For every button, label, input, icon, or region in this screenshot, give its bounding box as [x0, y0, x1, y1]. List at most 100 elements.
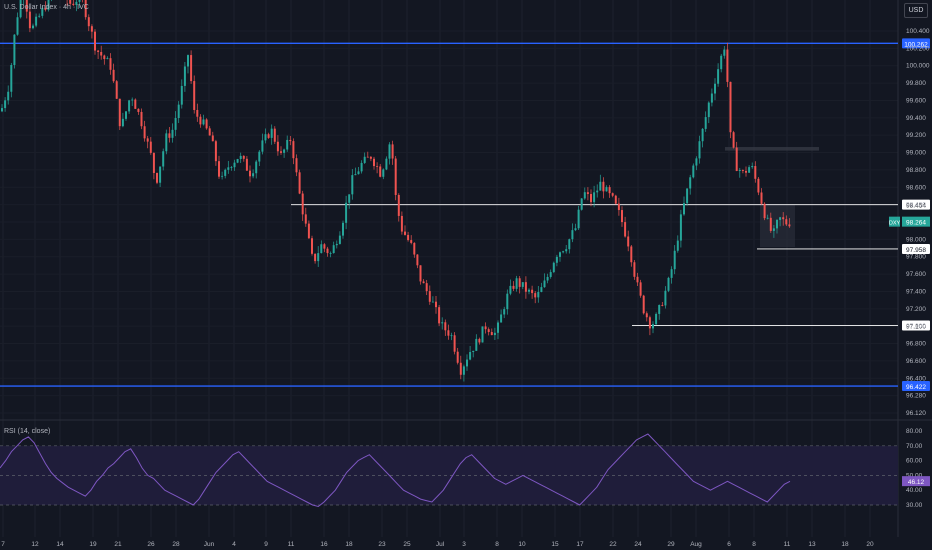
candle-body [286, 139, 289, 150]
time-tick: 28 [172, 541, 180, 548]
time-tick: 21 [114, 541, 122, 548]
candle-body [664, 290, 667, 306]
candle-body [571, 230, 574, 240]
candle-body [562, 251, 565, 253]
candle-body [90, 26, 93, 32]
candle-body [524, 282, 527, 292]
level-tag [902, 243, 930, 254]
candle-body [264, 134, 267, 141]
symbol-label: DXY [889, 221, 901, 227]
level-label: 98.454 [906, 203, 926, 210]
time-tick: Aug [690, 541, 702, 548]
candle-body [704, 117, 707, 129]
candle-body [118, 98, 121, 127]
time-axis: 7 12 14 19 21 26 28 Jun 4 9 11 16 18 23 25 Jul 3 8 10 15 17 2… [1, 541, 874, 548]
last-price-label: 98.264 [906, 220, 926, 227]
candle-body [416, 254, 419, 266]
candle-body [196, 109, 199, 117]
candle-body [10, 64, 13, 92]
rsi-title: RSI (14, close) [4, 428, 51, 435]
price-tick: 98.400 [906, 202, 926, 209]
candle-body [180, 85, 183, 105]
candle-body [754, 166, 757, 179]
candle-body [320, 244, 323, 254]
candle-body [596, 190, 599, 193]
candle-body [624, 222, 627, 237]
candle-body [261, 140, 264, 152]
time-tick: 25 [403, 541, 411, 548]
candle-body [407, 234, 410, 241]
candle-body [552, 262, 555, 273]
candle-body [639, 282, 642, 296]
candle-body [168, 133, 171, 138]
candle-body [785, 219, 788, 225]
candle-body [379, 166, 382, 177]
candle-body [490, 332, 493, 336]
candle-body [621, 210, 623, 223]
time-tick: 14 [56, 541, 64, 548]
candle-body [360, 162, 363, 172]
candle-body [245, 158, 248, 171]
candle-body [413, 242, 416, 255]
candle-body [655, 313, 658, 325]
candle-body [543, 280, 546, 288]
candle-body [642, 295, 645, 314]
candle-body [735, 147, 738, 171]
candle-body [497, 322, 499, 333]
price-tick: 97.600 [906, 271, 926, 278]
candle-body [134, 99, 137, 109]
candle-body [608, 187, 611, 194]
candle-body [518, 278, 521, 287]
candle-body [583, 192, 586, 199]
candle-body [782, 217, 785, 220]
price-tick: 97.200 [906, 306, 926, 313]
price-tick: 96.800 [906, 341, 926, 348]
candle-body [239, 155, 242, 160]
candle-body [472, 350, 475, 353]
candle-body [348, 194, 351, 203]
level-label: 97.100 [906, 324, 926, 331]
candle-body [242, 155, 245, 159]
rsi-tick: 70.00 [906, 443, 923, 450]
time-tick: 11 [288, 541, 295, 548]
candle-body [512, 285, 515, 289]
candle-body [481, 326, 484, 343]
candle-body [500, 314, 503, 323]
time-tick: 26 [147, 541, 155, 548]
time-tick: 10 [518, 541, 526, 548]
time-tick: 11 [784, 541, 791, 548]
candle-body [314, 253, 317, 262]
candle-body [128, 100, 131, 112]
candle-body [577, 209, 580, 229]
candle-body [738, 170, 741, 171]
candle-body [559, 252, 561, 257]
candle-body [326, 248, 329, 254]
candle-body [307, 223, 310, 239]
candle-body [503, 309, 506, 315]
currency-button[interactable]: USD [904, 3, 928, 18]
candle-body [230, 167, 233, 168]
candle-body [354, 174, 357, 176]
candle-body [323, 244, 326, 249]
candle-body [292, 141, 295, 159]
price-tick: 96.280 [906, 393, 926, 400]
candle-body [565, 249, 568, 252]
candle-body [710, 93, 713, 103]
candle-body [311, 238, 313, 254]
candle-body [78, 0, 81, 2]
candle-body [276, 141, 279, 152]
rsi-value-label: 46.12 [908, 479, 925, 486]
candle-body [317, 253, 320, 262]
candle-body [689, 177, 692, 189]
time-tick: Jul [436, 541, 445, 548]
candle-body [453, 335, 456, 352]
candle-body [779, 217, 782, 220]
candle-body [679, 214, 682, 241]
candle-body [174, 118, 177, 130]
candle-body [673, 250, 676, 270]
candle-body [540, 287, 543, 292]
candle-body [193, 81, 196, 110]
candle-body [156, 172, 158, 183]
candle-body [72, 3, 75, 5]
